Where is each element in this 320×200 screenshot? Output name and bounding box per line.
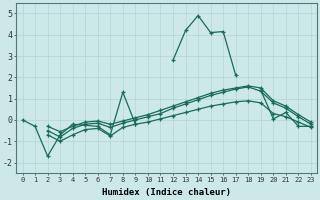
X-axis label: Humidex (Indice chaleur): Humidex (Indice chaleur) [102,188,231,197]
